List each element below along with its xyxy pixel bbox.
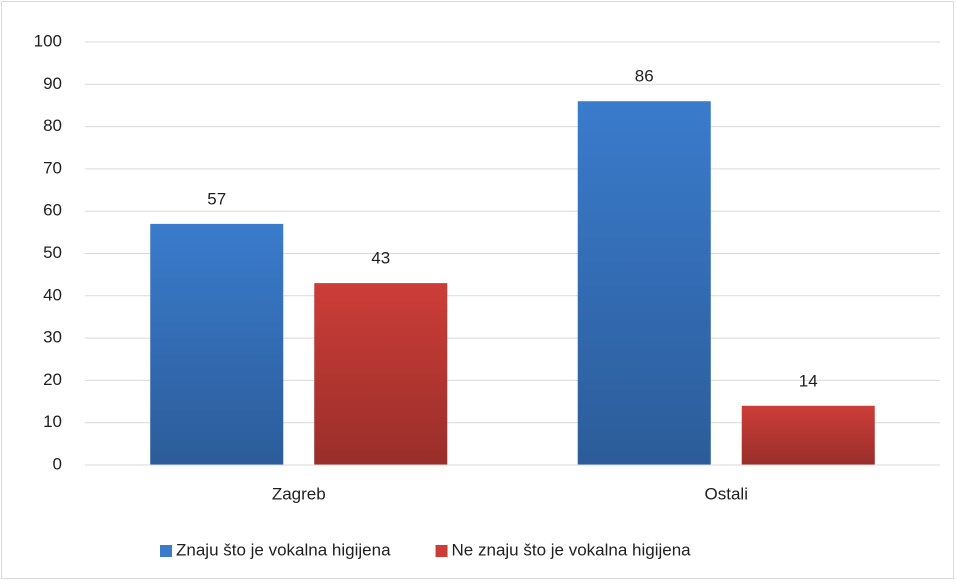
legend-swatch [435, 545, 448, 557]
data-label: 86 [635, 67, 654, 86]
y-tick-label: 60 [43, 201, 62, 220]
bar-shade [577, 101, 711, 465]
y-tick-label: 70 [43, 158, 62, 177]
y-tick-label: 0 [53, 454, 62, 473]
y-tick-label: 20 [43, 370, 62, 389]
y-tick-label: 10 [43, 412, 62, 431]
y-tick-label: 100 [34, 31, 62, 50]
bar-shade [314, 283, 448, 465]
bar-shade [741, 405, 875, 465]
legend-label: Ne znaju što je vokalna higijena [452, 540, 692, 559]
legend-swatch [160, 545, 172, 557]
data-label: 57 [207, 189, 226, 208]
y-tick-label: 80 [43, 116, 62, 135]
legend-label: Znaju što je vokalna higijena [176, 540, 391, 559]
data-label: 14 [799, 371, 818, 390]
data-label: 43 [371, 249, 390, 268]
y-tick-label: 90 [43, 74, 62, 93]
y-tick-label: 30 [43, 328, 62, 347]
y-tick-label: 40 [43, 285, 62, 304]
x-tick-label: Ostali [705, 484, 748, 503]
x-tick-label: Zagreb [272, 484, 326, 503]
y-tick-label: 50 [43, 243, 62, 262]
bar-shade [150, 223, 284, 465]
